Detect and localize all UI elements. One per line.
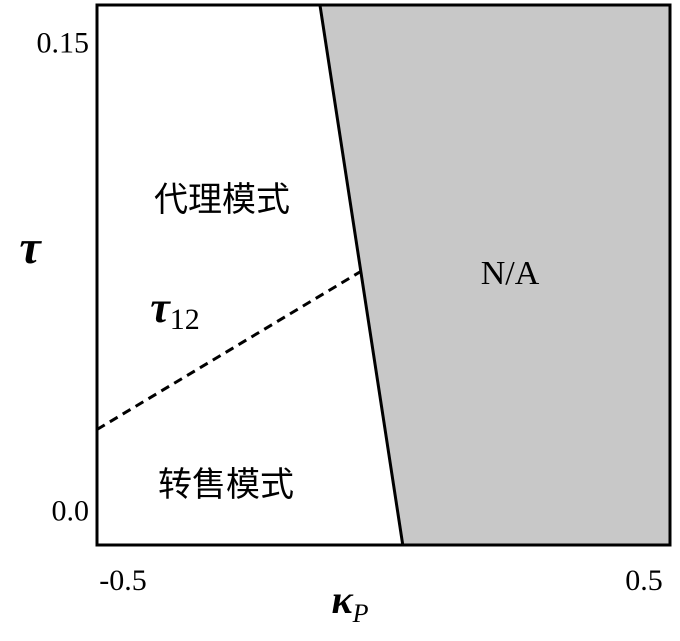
plot-frame [95,3,672,547]
line-label-symbol: τ [150,283,171,332]
dashed-line [96,270,361,431]
annotation: 转售模式 [158,466,294,504]
x-label-symbol: κ [331,577,353,622]
x-label-subscript: P [352,599,369,628]
annotation: N/A [481,255,540,292]
x-tick-label: 0.5 [625,564,663,597]
y-axis-label: τ [19,221,42,274]
line-label: τ12 [150,283,200,336]
y-tick-label: 0.0 [52,495,90,528]
annotation: 代理模式 [154,181,290,219]
line-label-subscript: 12 [170,303,200,336]
x-tick-label: -0.5 [99,564,147,597]
na-region [319,5,670,545]
x-axis-label: κP [331,577,368,628]
boundary-line [318,4,405,546]
y-tick-label: 0.15 [37,26,90,59]
